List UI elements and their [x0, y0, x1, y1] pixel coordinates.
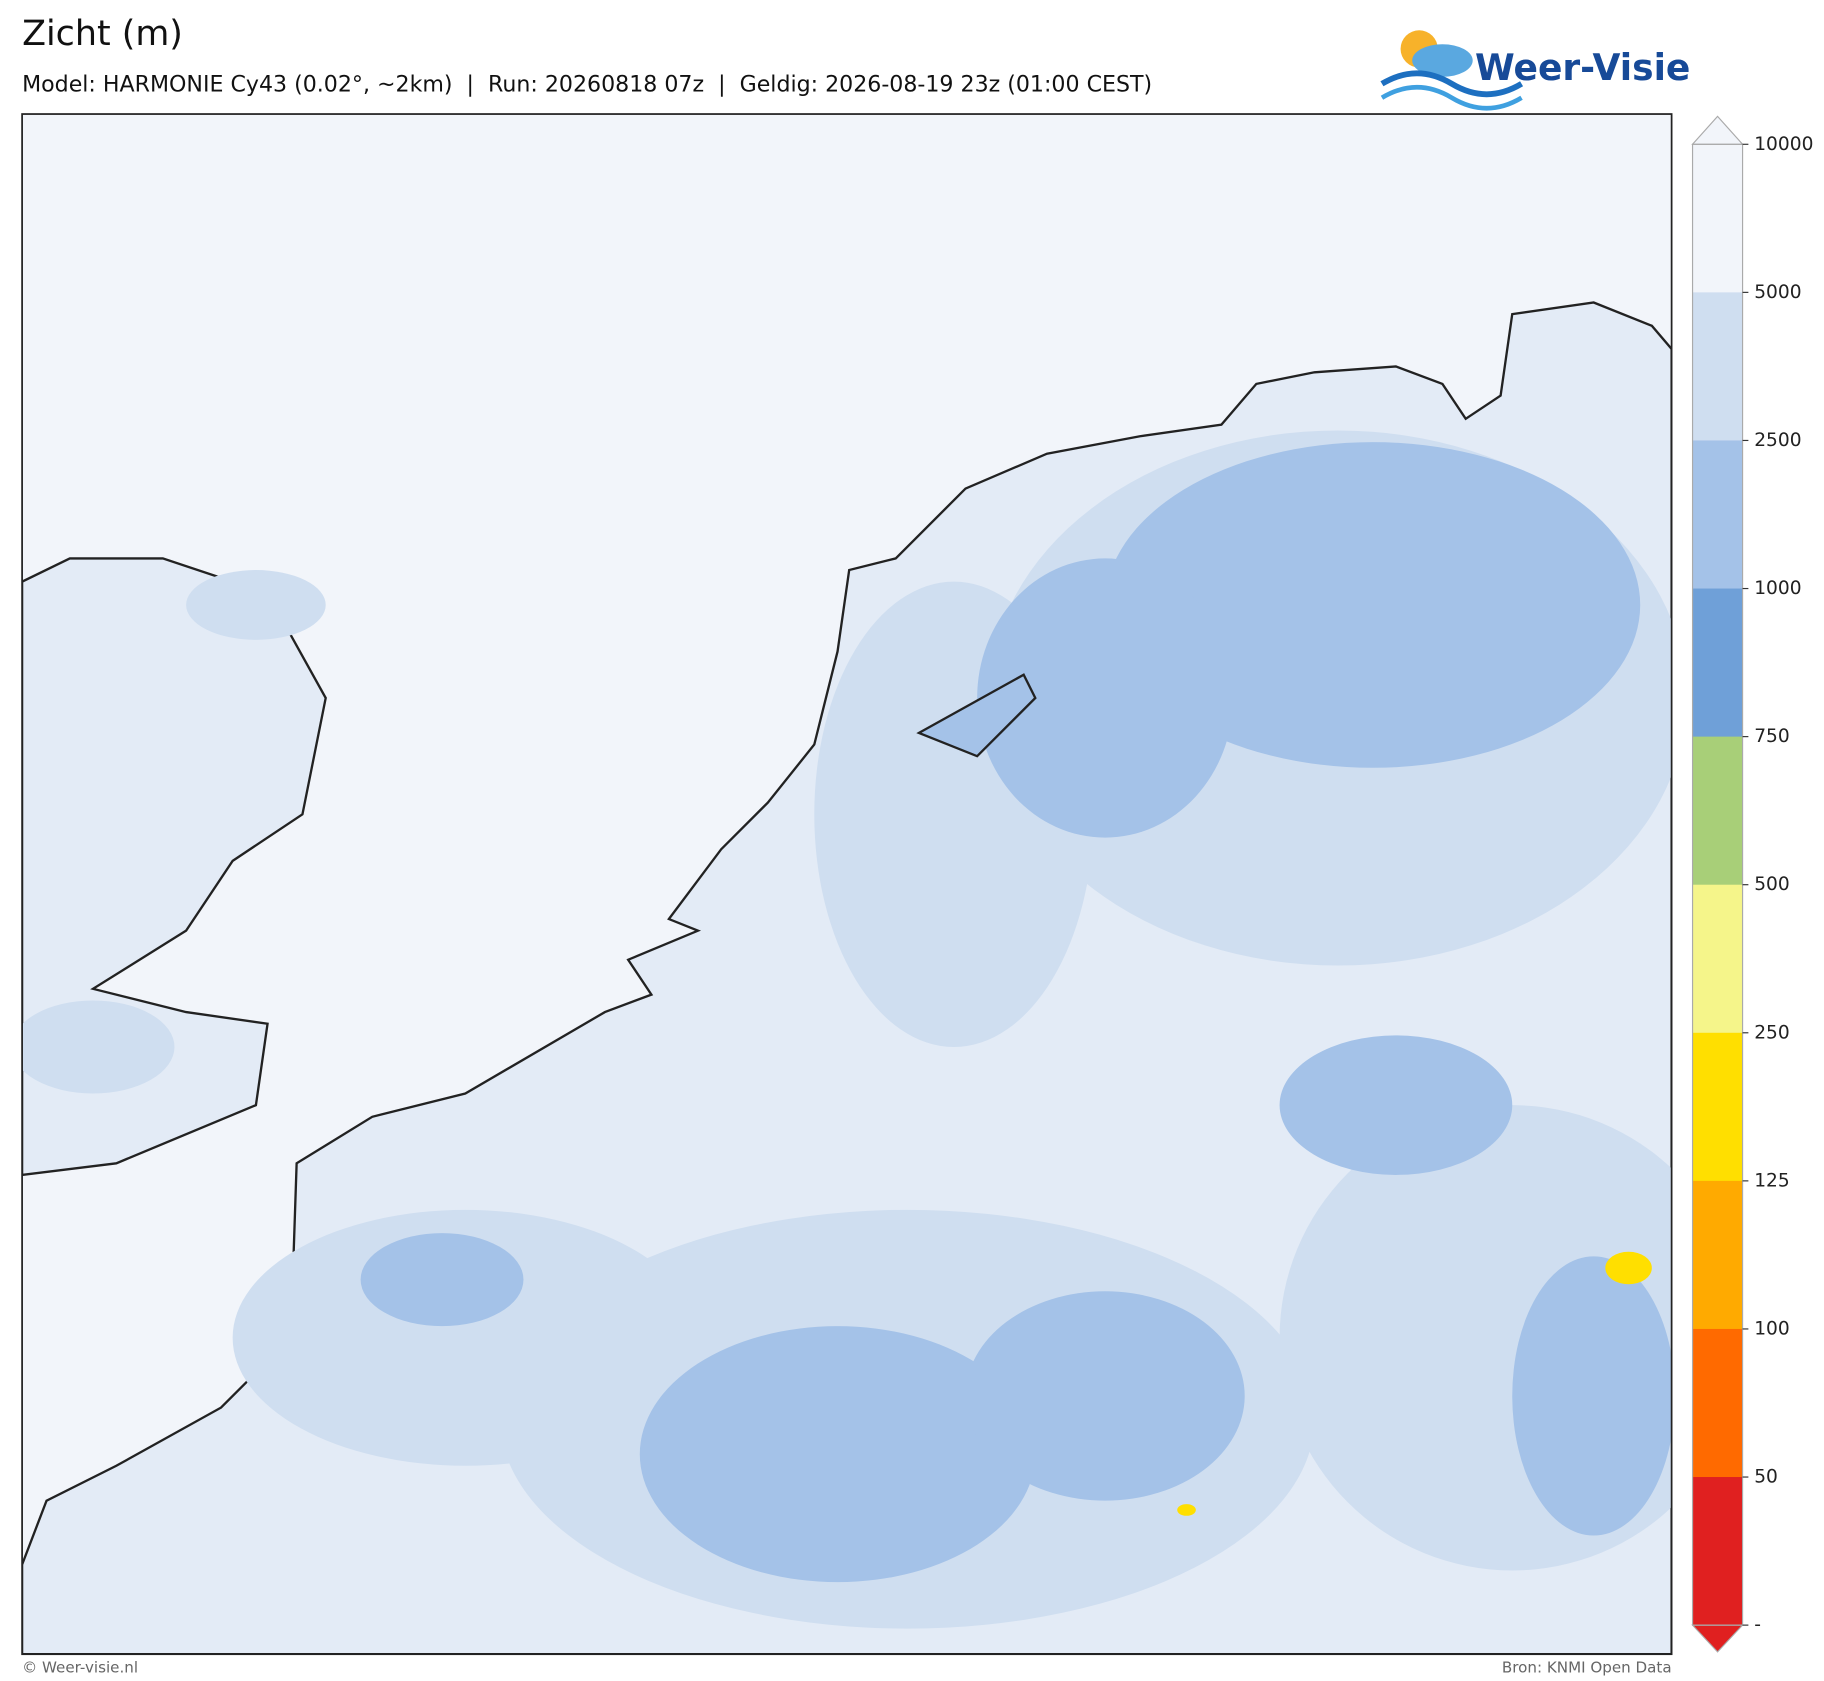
colorbar-segment [1692, 1032, 1743, 1182]
colorbar-segment [1692, 1477, 1743, 1626]
colorbar-segment [1692, 440, 1743, 590]
colorbar-extension [1691, 115, 1744, 145]
colorbar-label: 50 [1754, 1467, 1778, 1488]
colorbar-label: 1000 [1754, 578, 1801, 599]
map [21, 113, 1673, 1656]
colorbar-segment [1692, 144, 1743, 293]
logo-text: Weer-Visie [1475, 47, 1690, 89]
colorbar-extension [1691, 1624, 1744, 1653]
ijsselmeer [916, 673, 1037, 758]
colorbar-label: 250 [1754, 1022, 1790, 1043]
copyright: © Weer-visie.nl [22, 1659, 138, 1677]
colorbar-segment [1692, 884, 1743, 1034]
colorbar-label: 125 [1754, 1170, 1790, 1191]
colorbar-label: 5000 [1754, 282, 1801, 303]
colorbar-label: 10000 [1754, 134, 1813, 155]
colorbar-segment [1692, 736, 1743, 886]
source: Bron: KNMI Open Data [1502, 1659, 1672, 1677]
low-visibility [1605, 1251, 1652, 1285]
colorbar: 10000 5000 2500 1000 750 500 250 125 100 50 - [1691, 115, 1813, 1653]
colorbar-label: 750 [1754, 726, 1790, 747]
colorbar-segment [1692, 292, 1743, 442]
visibility-1000 [360, 442, 1672, 1583]
colorbar-label: 500 [1754, 874, 1790, 895]
logo: Weer-Visie [1380, 30, 1690, 111]
subtitle: Model: HARMONIE Cy43 (0.02°, ~2km) | Run… [22, 71, 1152, 97]
colorbar-segment [1692, 588, 1743, 738]
colorbar-segment [1692, 1180, 1743, 1330]
colorbar-label: 2500 [1754, 430, 1801, 451]
colorbar-segment [1692, 1328, 1743, 1478]
colorbar-label: - [1754, 1615, 1761, 1636]
low-visibility [1177, 1504, 1196, 1516]
colorbar-label: 100 [1754, 1318, 1790, 1339]
title: Zicht (m) [22, 14, 183, 54]
